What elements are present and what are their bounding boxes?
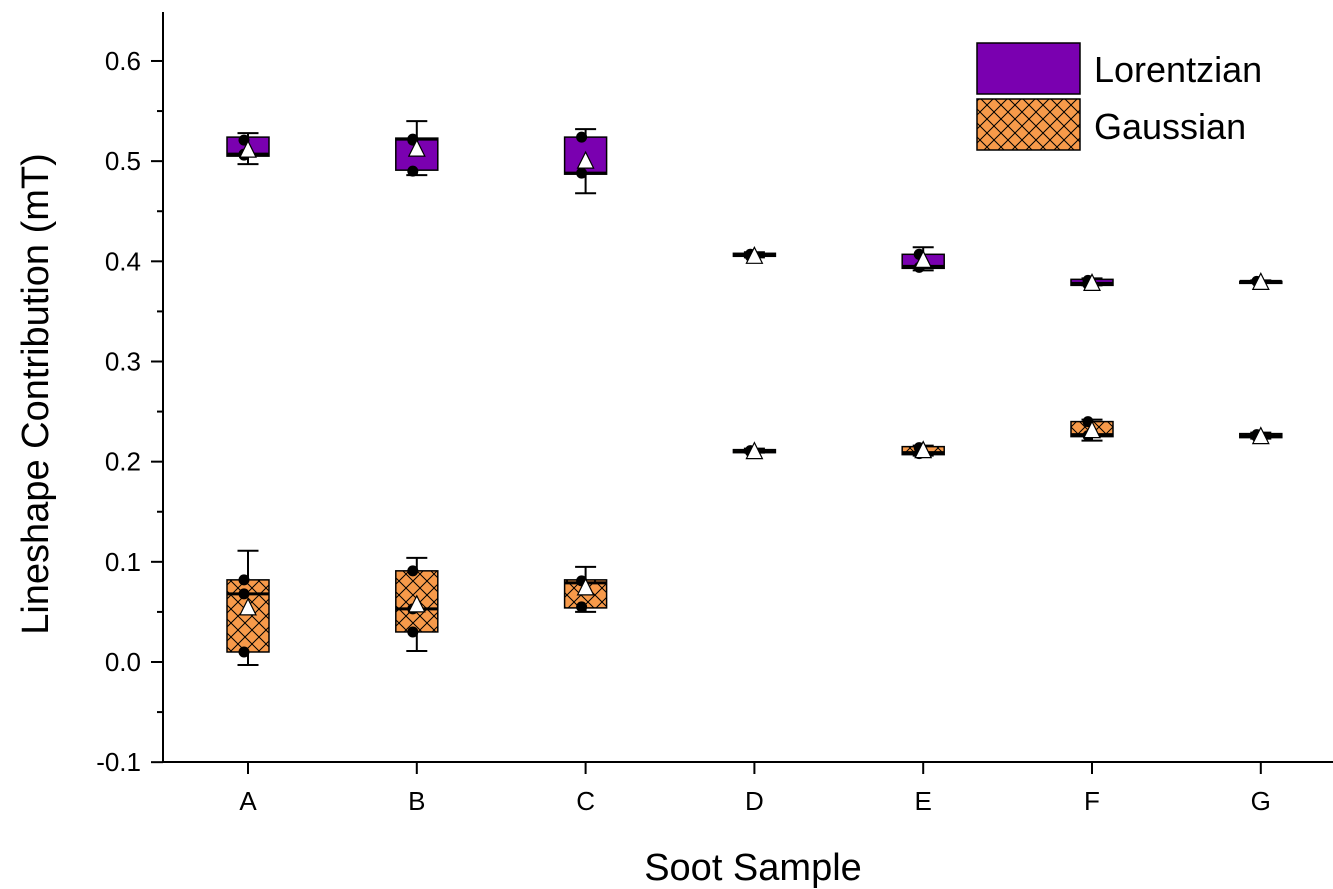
y-tick-label: 0.4	[105, 246, 141, 276]
box-gaussian-C	[563, 565, 608, 613]
y-axis-title: Lineshape Contribution (mT)	[15, 153, 57, 635]
mean-marker	[1083, 273, 1101, 291]
data-point	[576, 167, 588, 179]
y-tick-label: 0.0	[105, 647, 141, 677]
x-ticks: A B C D E F G	[239, 762, 1271, 816]
y-tick-label: -0.1	[96, 747, 141, 777]
mean-marker	[914, 440, 933, 459]
x-axis-title: Soot Sample	[644, 847, 862, 889]
mean-marker	[1251, 272, 1270, 290]
x-tick-label: A	[239, 786, 257, 816]
mean-marker	[576, 577, 595, 596]
legend: Lorentzian Gaussian	[976, 42, 1262, 151]
x-tick-label: D	[745, 786, 764, 816]
y-tick-label: 0.3	[105, 346, 141, 376]
legend-label-lorentzian: Lorentzian	[1094, 49, 1262, 90]
mean-marker	[745, 245, 764, 264]
box-lorentzian-D	[732, 245, 777, 264]
data-point	[238, 588, 250, 600]
legend-swatch-lorentzian	[976, 42, 1081, 95]
box-lorentzian-B	[395, 120, 439, 177]
mean-marker	[239, 597, 257, 616]
box-gaussian-D	[732, 441, 777, 460]
axes: -0.1 0.0 0.1 0.2 0.3 0.4 0.5 0.6 A B C D E F G Soot S…	[15, 12, 1333, 889]
data-point	[407, 165, 419, 177]
data-point	[238, 574, 250, 586]
y-ticks: -0.1 0.0 0.1 0.2 0.3 0.4 0.5 0.6	[96, 46, 163, 777]
mean-marker	[1251, 426, 1270, 445]
x-tick-label: G	[1251, 786, 1271, 816]
mean-marker	[914, 249, 933, 268]
mean-marker	[407, 594, 426, 613]
y-tick-label: 0.6	[105, 46, 141, 76]
box-lorentzian-G	[1239, 272, 1283, 290]
y-tick-label: 0.1	[105, 547, 141, 577]
mean-marker	[407, 138, 426, 157]
x-tick-label: C	[576, 786, 595, 816]
box-gaussian-B	[395, 556, 439, 652]
box-gaussian-G	[1239, 426, 1283, 445]
mean-marker	[745, 441, 764, 460]
box-lorentzian-F	[1070, 273, 1114, 291]
box-gaussian-F	[1070, 416, 1114, 442]
data-point	[576, 131, 588, 143]
y-tick-label: 0.2	[105, 447, 141, 477]
legend-label-gaussian: Gaussian	[1094, 106, 1246, 147]
data-point	[407, 626, 419, 638]
y-tick-label: 0.5	[105, 146, 141, 176]
plot-area	[226, 120, 1283, 667]
data-point	[238, 646, 250, 658]
mean-marker	[1083, 420, 1101, 439]
x-tick-label: B	[408, 786, 425, 816]
box-lorentzian-C	[563, 128, 608, 195]
box-gaussian-A	[226, 549, 270, 667]
mean-marker	[239, 139, 257, 158]
mean-marker	[576, 150, 595, 169]
data-point	[576, 601, 588, 613]
x-tick-label: F	[1084, 786, 1100, 816]
box-lorentzian-A	[226, 132, 270, 166]
data-point	[407, 565, 419, 577]
legend-swatch-gaussian	[976, 98, 1081, 151]
x-tick-label: E	[915, 786, 932, 816]
box-gaussian-E	[901, 440, 945, 460]
box-lorentzian-E	[901, 246, 945, 273]
